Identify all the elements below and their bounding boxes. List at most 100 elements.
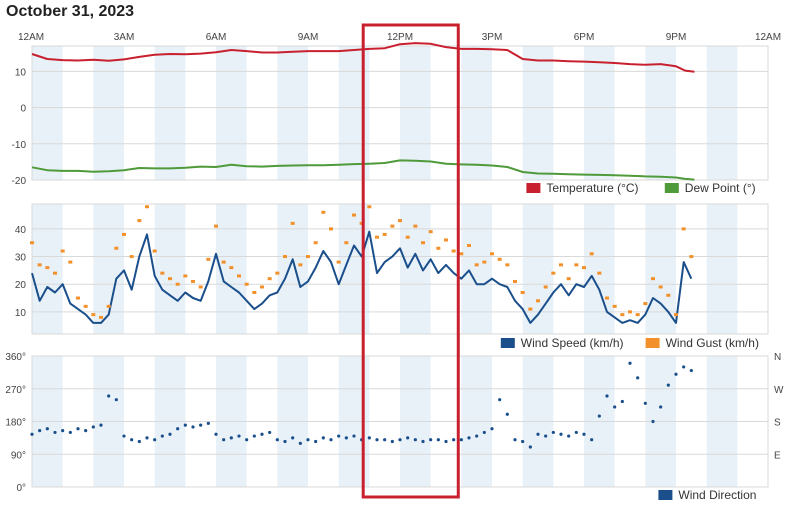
wind-gust-point [229,266,234,270]
wind-gust-point [267,277,272,281]
wind-direction-point [176,427,180,431]
wind-gust-point [513,279,517,283]
wind-gust-point [658,285,663,289]
wind-gust-point [520,291,525,295]
hour-band [400,204,431,334]
wind-direction-point [168,432,172,436]
wind-gust-point [91,313,96,317]
x-tick-label: 3AM [114,32,135,43]
y-tick-label: 360° [5,352,26,363]
wind-gust-point [183,274,188,278]
wind-direction-point [291,436,295,440]
wind-direction-point [544,434,548,438]
y-tick-label: 90° [11,450,26,461]
wind-direction-point [191,425,195,429]
hour-band [338,46,370,180]
wind-gust-point [674,313,678,317]
wind-gust-point [451,249,456,253]
wind-gust-point [643,302,648,306]
wind-gust-point [612,304,617,308]
wind-direction-point [199,423,203,427]
wind-gust-point [582,266,586,270]
wind-gust-point [275,271,280,275]
wind-gust-point [298,263,303,267]
wind-direction-point [206,421,210,425]
y-tick-label: 10 [15,67,27,78]
wind-gust-point [152,249,157,253]
wind-direction-point [160,434,164,438]
wind-direction-point [666,383,670,387]
wind-direction-point [53,430,57,435]
wind-gust-point [106,304,111,308]
hour-band [584,46,615,180]
wind-direction-point [367,436,371,440]
wind-direction-point [513,438,517,442]
wind-direction-point [314,439,318,444]
legend-label: Wind Speed (km/h) [521,336,624,350]
wind-gust-point [497,257,502,261]
wind-gust-point [60,249,65,253]
wind-direction-point [444,439,448,444]
x-tick-label: 6PM [574,32,595,43]
wind-gust-point [482,260,487,264]
wind-direction-point [490,427,494,431]
compass-tick-label: W [774,385,784,396]
wind-gust-point [574,263,579,267]
wind-direction-point [268,430,272,435]
x-tick-label: 12PM [387,32,413,43]
y-tick-label: 30 [15,253,27,264]
wind-direction-point [91,425,95,429]
hour-band [706,204,738,334]
wind-direction-point [429,438,433,442]
wind-direction-point [237,434,241,438]
wind-gust-point [53,271,57,275]
wind-gust-point [528,307,533,311]
temperature-line [31,42,695,73]
legend-label: Dew Point (°) [685,181,756,195]
hour-band [32,46,63,180]
wind-direction-point [421,439,425,444]
wind-gust-point [290,221,295,225]
wind-direction-point [68,430,72,435]
legend-label: Temperature (°C) [546,181,638,195]
legend-swatch [526,183,541,193]
compass-tick-label: N [774,352,781,363]
panel-frame [31,203,769,335]
wind-direction-point [467,436,471,440]
wind-gust-point [30,241,34,245]
hour-band [461,204,492,334]
y-tick-label: 40 [15,225,27,236]
wind-direction-point [137,439,141,444]
hour-band [338,204,370,334]
x-tick-label: 9PM [666,32,687,43]
wind-direction-point [628,361,632,365]
wind-direction-point [574,430,578,435]
wind-gust-point [589,252,594,256]
wind-direction-point [436,438,440,442]
wind-gust-point [689,255,694,259]
wind-direction-point [153,438,157,442]
wind-direction-point [567,434,571,438]
wind-gust-point [260,285,264,289]
y-tick-label: 20 [15,280,27,291]
wind-direction-point [252,434,256,438]
wind-direction-point [459,438,463,442]
wind-direction-point [452,438,456,442]
wind-direction-point [643,401,647,405]
y-tick-label: 0 [20,104,26,115]
x-tick-label: 12AM [755,32,781,43]
wind-direction-point [145,436,149,440]
wind-direction-point [321,436,325,440]
x-tick-label: 6AM [206,32,227,43]
wind-gust-point [405,235,410,239]
x-tick-label: 3PM [482,32,503,43]
highlight-box [361,23,460,499]
wind-gust-point [566,277,571,281]
wind-direction-point [528,445,532,449]
wind-direction-point [659,405,663,409]
wind-direction-point [352,434,356,438]
wind-gust-point [543,285,548,289]
wind-gust-point [313,241,318,245]
y-tick-label: 180° [5,418,26,429]
wind-gust-point [605,296,609,300]
